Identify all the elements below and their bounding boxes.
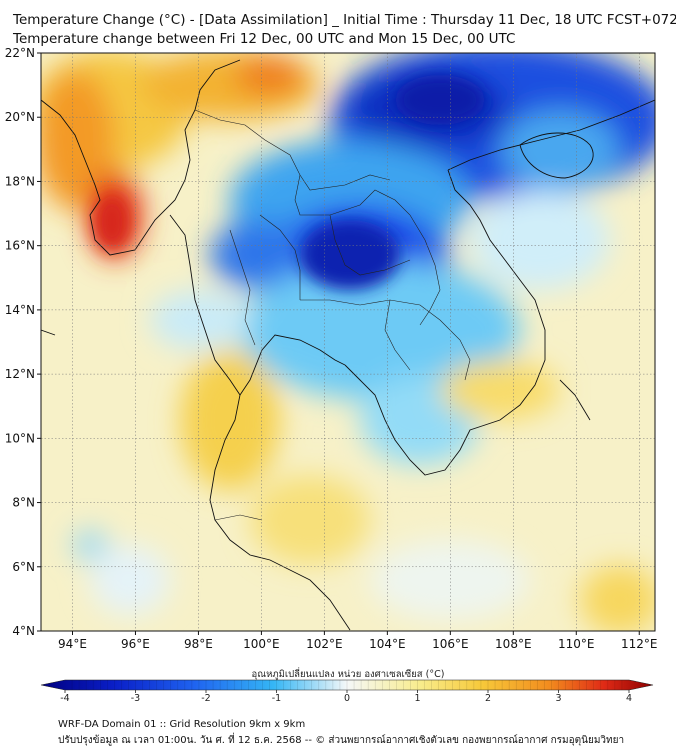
- colorbar-tick-label: 0: [344, 693, 350, 704]
- colorbar-tick-label: 2: [485, 693, 491, 704]
- colorbar-label: อุณหภูมิเปลี่ยนแปลง หน่วย องศาเซลเซียส (…: [252, 667, 445, 680]
- colorbar-tick-label: 1: [414, 693, 420, 704]
- lat-label: 14°N: [5, 303, 35, 317]
- latitude-labels: 22°N 20°N 18°N 16°N 14°N 12°N 10°N 8°N 6°N 4°N: [5, 46, 41, 638]
- colorbar-tick-label: -3: [131, 693, 140, 704]
- gridlines: [41, 53, 655, 631]
- lon-label: 112°E: [621, 637, 658, 651]
- longitude-labels: 94°E 96°E 98°E 100°E 102°E 104°E 106°E 108°E 110…: [58, 631, 658, 651]
- country-borders: [194, 109, 471, 521]
- lat-label: 12°N: [5, 367, 35, 381]
- map-frame: [40, 52, 656, 632]
- colorbar-tick-label: 3: [555, 693, 561, 704]
- map-title: Temperature Change (°C) - [Data Assimila…: [13, 12, 676, 28]
- footer-model-info: WRF-DA Domain 01 :: Grid Resolution 9km …: [58, 719, 306, 730]
- colorbar-tick-label: -4: [60, 693, 69, 704]
- lon-label: 104°E: [369, 637, 406, 651]
- lon-label: 96°E: [121, 637, 150, 651]
- lat-label: 22°N: [5, 46, 35, 60]
- lon-label: 94°E: [58, 637, 87, 651]
- lon-label: 100°E: [243, 637, 280, 651]
- colorbar-tick-label: 4: [626, 693, 632, 704]
- colorbar-tick-label: -2: [201, 693, 210, 704]
- lon-label: 102°E: [306, 637, 343, 651]
- lat-label: 18°N: [5, 174, 35, 188]
- colorbar-segments: [71, 680, 623, 690]
- lat-label: 10°N: [5, 431, 35, 445]
- lon-label: 108°E: [495, 637, 532, 651]
- colorbar-ticks: -4 -3 -2 -1 0 1 2 3 4: [60, 690, 632, 704]
- lat-label: 6°N: [12, 560, 35, 574]
- lat-label: 16°N: [5, 239, 35, 253]
- lat-label: 8°N: [12, 496, 35, 510]
- lon-label: 110°E: [558, 637, 595, 651]
- temperature-field: [41, 53, 655, 631]
- lon-label: 106°E: [432, 637, 469, 651]
- footer-credit: ปรับปรุงข้อมูล ณ เวลา 01:00น. วัน ศ. ที่…: [58, 735, 625, 746]
- colorbar-tick-label: -1: [272, 693, 281, 704]
- lat-label: 20°N: [5, 110, 35, 124]
- lat-label: 4°N: [12, 624, 35, 638]
- lon-label: 98°E: [184, 637, 213, 651]
- map-subtitle: Temperature change between Fri 12 Dec, 0…: [13, 31, 516, 47]
